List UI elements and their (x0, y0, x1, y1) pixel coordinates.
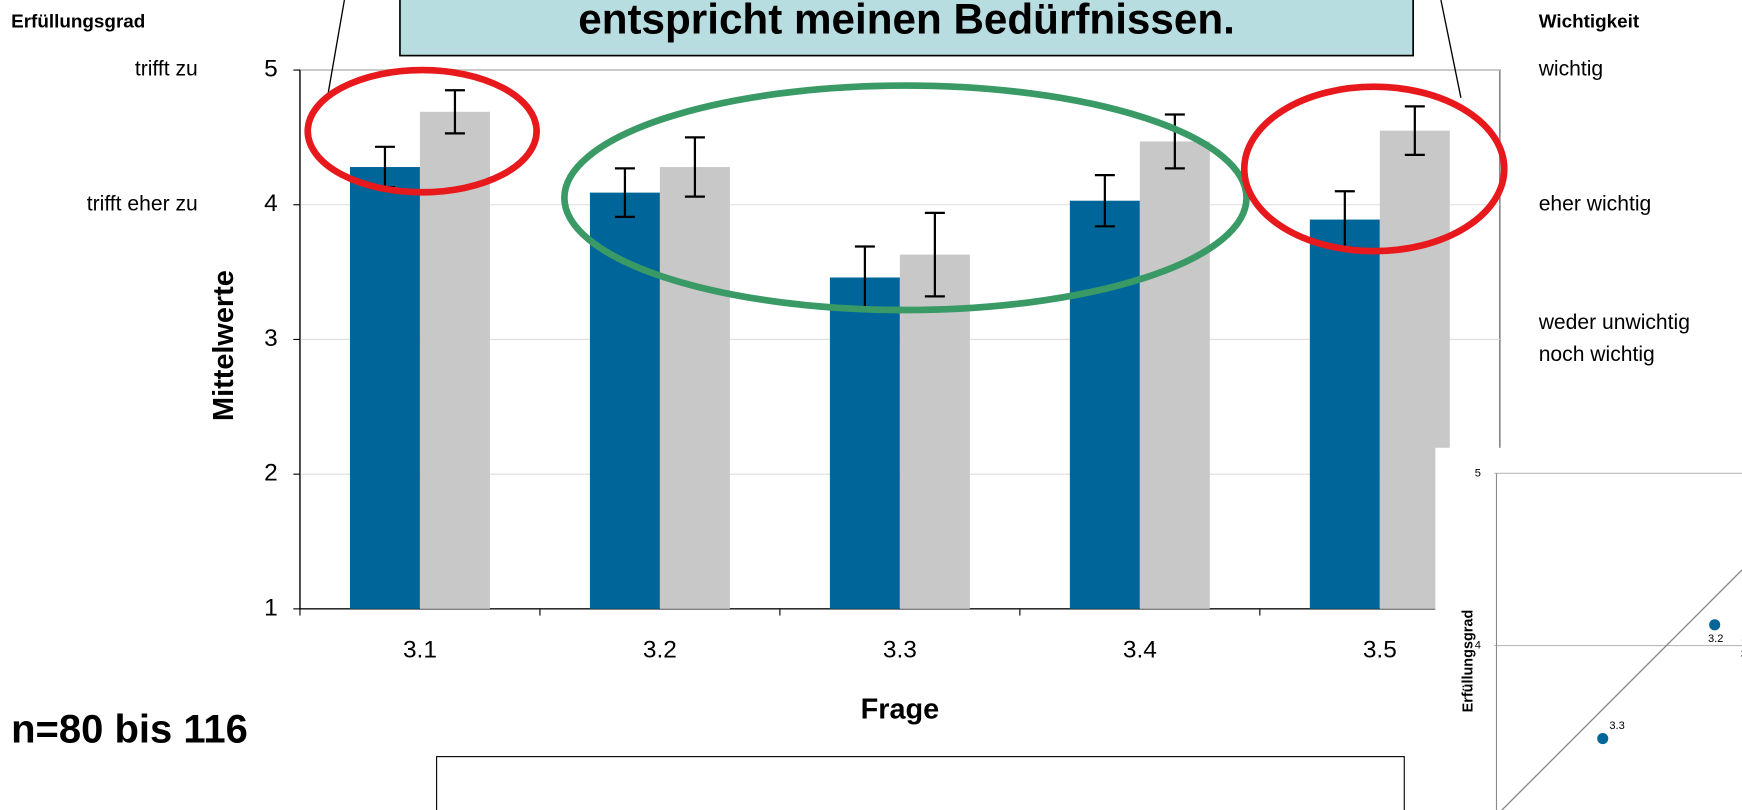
right-scale-label: eher wichtig (1539, 192, 1652, 215)
y-tick-label: 4 (1475, 639, 1481, 651)
sample-note: n=80 bis 116 (11, 708, 248, 752)
bar (349, 167, 420, 609)
y-axis-label: Mittelwerte (208, 270, 240, 421)
legend-box (436, 756, 1405, 810)
y-axis-label: Erfüllungsgrad (1461, 610, 1477, 713)
x-tick-label: 3.1 (403, 637, 437, 664)
bar (829, 277, 900, 609)
bar (589, 192, 660, 609)
error-bar (684, 136, 705, 198)
right-scale-label: wichtig (1538, 58, 1603, 81)
error-bar (1094, 174, 1115, 228)
highlight-ellipse (304, 66, 540, 196)
bar (659, 167, 730, 609)
pointer-line (1440, 0, 1462, 98)
x-tick-label: 3.2 (643, 637, 677, 664)
inset-background (1435, 447, 1742, 810)
y-tick-label: 1 (264, 594, 278, 621)
point (1709, 619, 1721, 631)
left-scale-label: trifft eher zu (87, 192, 198, 215)
bar (1139, 141, 1210, 609)
right-axis-title: Wichtigkeit (1539, 11, 1640, 32)
bar (1309, 219, 1380, 609)
error-bar (1404, 105, 1425, 157)
x-axis-label: Frage (861, 694, 940, 726)
point-label: 3.2 (1708, 633, 1723, 645)
error-bar (1164, 113, 1185, 170)
point (1597, 732, 1609, 745)
bar (899, 254, 970, 609)
reference-line (1501, 569, 1742, 810)
error-bar (614, 167, 635, 218)
point-label: 3.4 (1741, 649, 1742, 661)
x-tick-label: 3.3 (883, 637, 917, 664)
point-label: 3.3 (1609, 720, 1624, 732)
left-axis-title: Erfüllungsgrad (11, 11, 145, 32)
highlight-ellipse (1240, 83, 1508, 255)
error-bar (924, 211, 945, 298)
y-tick-label: 5 (1475, 467, 1481, 479)
highlight-ellipse (561, 82, 1250, 314)
y-tick-label: 2 (264, 460, 278, 487)
y-tick-label: 5 (264, 55, 278, 82)
left-scale-label: trifft zu (135, 58, 198, 81)
pointer-line (327, 0, 346, 96)
x-tick-label: 3.5 (1363, 637, 1397, 664)
y-tick-label: 4 (264, 190, 278, 217)
y-tick-label: 3 (264, 325, 278, 352)
title-box (399, 0, 1414, 57)
right-scale-label: noch wichtig (1539, 343, 1655, 366)
error-bar (444, 89, 465, 135)
x-tick-label: 3.4 (1123, 637, 1157, 664)
right-scale-label: weder unwichtig (1538, 311, 1690, 334)
bar (1069, 200, 1140, 609)
chart-title: entspricht meinen Bedürfnissen. (578, 0, 1235, 42)
